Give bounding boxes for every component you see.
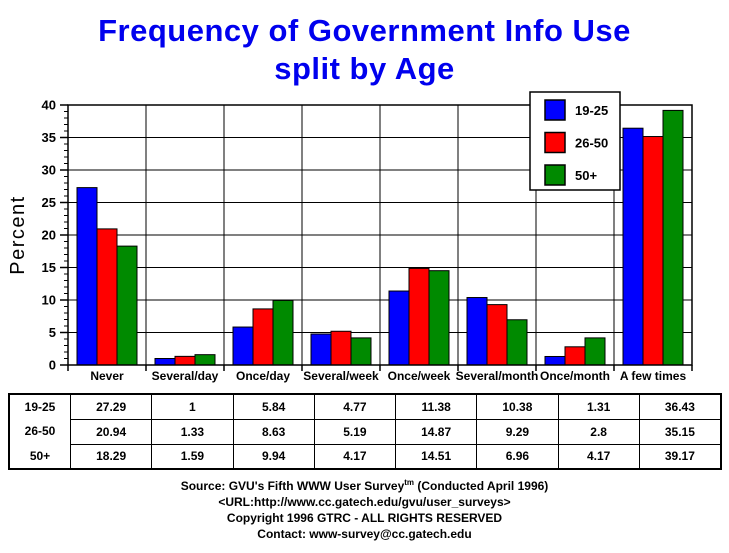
footer-source-sup: tm [404, 478, 415, 487]
footer-copyright-line: Copyright 1996 GTRC - ALL RIGHTS RESERVE… [226, 511, 503, 525]
table-cell: 1 [151, 395, 232, 420]
footer-source-prefix: Source: GVU's Fifth WWW User Survey [180, 479, 405, 493]
legend-swatch-19-25 [544, 99, 566, 121]
footer-source-suffix: (Conducted April 1996) [414, 479, 549, 493]
table-cell: 9.94 [232, 443, 314, 468]
bar-26-50 [642, 136, 664, 366]
bar-19-25 [388, 290, 410, 366]
table-cell: 1.59 [151, 443, 233, 468]
table-cell: 11.38 [395, 395, 476, 420]
plot-border [67, 104, 693, 366]
table-cell: 35.15 [638, 419, 720, 444]
bar-19-25 [466, 297, 488, 366]
y-axis-label: Percent [7, 195, 29, 274]
bar-26-50 [486, 304, 508, 366]
bar-50+ [116, 245, 138, 366]
legend-label-19-25: 19-25 [575, 103, 608, 118]
table-cell: 14.87 [395, 419, 477, 444]
chart-title-line2: split by Age [274, 51, 455, 86]
bar-19-25 [154, 358, 176, 366]
table-cell: 8.63 [232, 419, 314, 444]
legend-swatch-26-50 [544, 131, 566, 154]
bar-19-25 [76, 187, 98, 366]
y-tick-label: 35 [42, 130, 56, 145]
table-cell: 9.29 [476, 419, 558, 444]
table-cell: 4.17 [313, 443, 395, 468]
bar-19-25 [544, 355, 566, 366]
bar-50+ [428, 270, 450, 366]
chart-title: Frequency of Government Info Use split b… [0, 12, 729, 88]
footer-source-line: Source: GVU's Fifth WWW User Surveytm (C… [0, 475, 729, 494]
y-tick-label: 5 [49, 325, 56, 340]
y-tick-label: 30 [42, 163, 56, 178]
bar-50+ [272, 299, 294, 366]
chart: 0 5 10 15 20 25 30 35 40 Never Several/day Once/day… [7, 91, 693, 383]
table-cell: 27.29 [70, 395, 151, 420]
legend-label-26-50: 26-50 [575, 136, 608, 151]
bar-26-50 [408, 267, 430, 366]
y-tick-label: 0 [49, 358, 56, 373]
legend-swatch-50+ [544, 164, 566, 186]
table-cell: 36.43 [638, 395, 720, 420]
table-cell: 5.84 [232, 395, 314, 420]
bar-26-50 [174, 355, 196, 366]
bar-26-50 [330, 330, 352, 366]
table-cell: 39.17 [638, 443, 720, 468]
table-cell: 4.17 [557, 443, 639, 468]
bar-26-50 [564, 346, 586, 366]
footer-contact-line: Contact: www-survey@cc.gatech.edu [257, 527, 472, 541]
x-category-label: Once/month [540, 369, 610, 383]
bar-26-50 [252, 308, 274, 366]
table-cell: 10.38 [476, 395, 557, 420]
table-cell: 2.8 [557, 419, 639, 444]
x-category-label: Once/day [236, 369, 290, 383]
data-table: 19-25 27.29 1 5.84 4.77 11.38 10.38 1.31 36.43 26… [8, 393, 722, 470]
bar-50+ [350, 337, 372, 366]
y-tick-label: 15 [42, 260, 56, 275]
bar-50+ [662, 109, 684, 366]
table-row-header: 50+ [29, 448, 51, 463]
x-category-label: Several/month [456, 369, 539, 383]
x-category-label: Several/week [303, 369, 379, 383]
table-row-header: 19-25 [24, 400, 56, 415]
table-cell: 18.29 [70, 443, 152, 468]
table-cell: 1.33 [151, 419, 233, 444]
bar-50+ [584, 337, 606, 366]
footer: Source: GVU's Fifth WWW User Surveytm (C… [0, 475, 729, 542]
bar-26-50 [96, 228, 118, 366]
table-cell: 6.96 [476, 443, 558, 468]
bar-50+ [506, 319, 528, 366]
bar-19-25 [310, 333, 332, 366]
table-row-header: 26-50 [24, 424, 56, 439]
x-category-label: A few times [620, 369, 687, 383]
bar-50+ [194, 354, 216, 366]
y-tick-label: 25 [42, 195, 56, 210]
table-cell: 1.31 [557, 395, 639, 420]
x-category-label: Never [90, 369, 124, 383]
legend-label-50+: 50+ [575, 168, 597, 183]
table-cell: 4.77 [313, 395, 395, 420]
y-tick-label: 20 [42, 228, 56, 243]
table-cell: 20.94 [70, 419, 152, 444]
footer-url-line: <URL:http://www.cc.gatech.edu/gvu/user_s… [218, 495, 511, 509]
bar-19-25 [232, 326, 254, 366]
x-category-label: Several/day [152, 369, 219, 383]
bar-19-25 [622, 127, 644, 366]
y-tick-label: 10 [42, 293, 56, 308]
table-cell: 14.51 [395, 443, 477, 468]
y-tick-label: 40 [42, 98, 56, 113]
x-category-label: Once/week [388, 369, 451, 383]
chart-title-line1: Frequency of Government Info Use [98, 13, 631, 48]
table-cell: 5.19 [313, 419, 395, 444]
